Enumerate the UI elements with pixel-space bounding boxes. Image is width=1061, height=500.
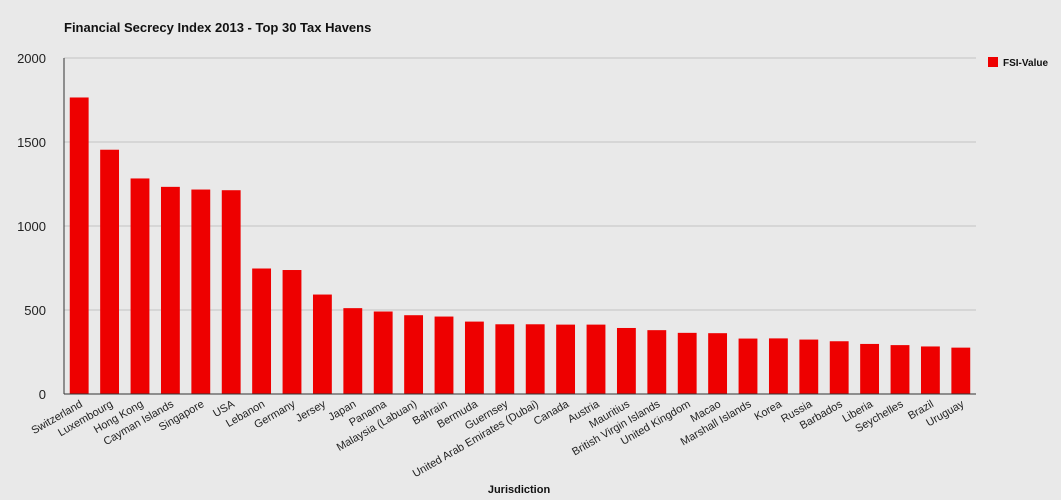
bar (616, 327, 636, 394)
bar (768, 338, 788, 394)
bar (160, 186, 180, 394)
bar (738, 338, 758, 394)
bar (404, 315, 424, 394)
legend-swatch (988, 57, 998, 67)
legend: FSI-Value (988, 57, 1048, 69)
bar (130, 178, 150, 394)
bar (708, 333, 728, 394)
bar (282, 270, 302, 394)
bar (951, 347, 971, 394)
bar (920, 346, 940, 394)
bar (252, 268, 272, 394)
x-axis-title: Jurisdiction (488, 484, 551, 496)
bar (434, 316, 454, 394)
y-tick-label: 0 (39, 387, 46, 402)
y-tick-label: 2000 (17, 51, 46, 66)
bar (312, 294, 332, 394)
gridlines (64, 57, 976, 311)
bar (495, 324, 515, 394)
bar (586, 324, 606, 394)
bar (525, 324, 545, 394)
bars (69, 97, 971, 394)
bar (829, 341, 849, 394)
bar (343, 308, 363, 394)
legend-label: FSI-Value (1003, 58, 1048, 69)
bar (373, 311, 393, 394)
bar (677, 332, 697, 394)
bar (464, 321, 484, 394)
bar (556, 324, 576, 394)
chart-title: Financial Secrecy Index 2013 - Top 30 Ta… (64, 20, 371, 35)
bar (100, 149, 120, 394)
y-tick-label: 500 (24, 303, 46, 318)
bar (69, 97, 89, 394)
y-tick-label: 1000 (17, 219, 46, 234)
bar (221, 190, 241, 394)
bar (890, 345, 910, 394)
bar (647, 330, 667, 394)
y-tick-label: 1500 (17, 135, 46, 150)
bar (191, 189, 211, 394)
bar (799, 339, 819, 394)
bar (860, 343, 880, 394)
